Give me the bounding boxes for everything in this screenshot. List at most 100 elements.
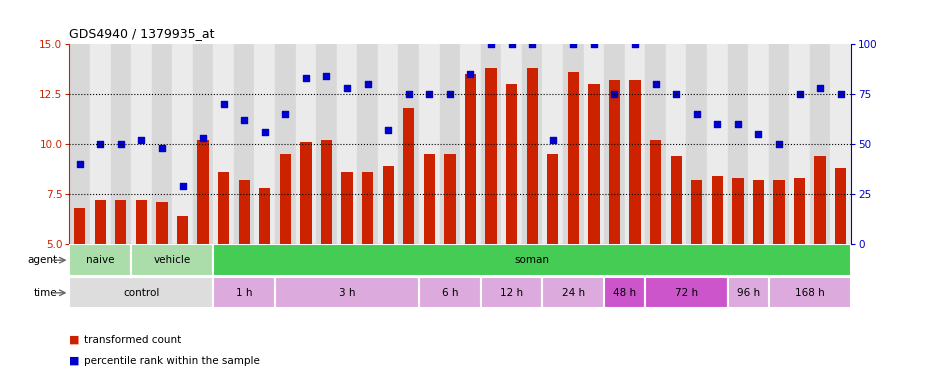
Bar <box>526 68 537 244</box>
Bar <box>399 44 419 244</box>
Bar <box>275 277 419 308</box>
Bar <box>810 44 831 244</box>
Bar <box>522 44 542 244</box>
Point <box>607 91 622 97</box>
Bar <box>460 44 481 244</box>
Bar <box>296 44 316 244</box>
Point <box>154 145 169 151</box>
Bar <box>501 44 522 244</box>
Bar <box>177 216 188 244</box>
Text: 24 h: 24 h <box>561 288 585 298</box>
Bar <box>650 140 661 244</box>
Bar <box>234 44 254 244</box>
Bar <box>197 140 209 244</box>
Bar <box>568 72 579 244</box>
Point <box>771 141 786 147</box>
Bar <box>563 44 584 244</box>
Point <box>833 91 848 97</box>
Bar <box>74 208 85 244</box>
Bar <box>259 188 270 244</box>
Bar <box>172 44 192 244</box>
Point <box>709 121 724 127</box>
Bar <box>481 44 501 244</box>
Text: 6 h: 6 h <box>441 288 458 298</box>
Point <box>134 137 149 143</box>
Bar <box>131 245 214 276</box>
Bar <box>666 44 686 244</box>
Point <box>401 91 416 97</box>
Point <box>175 183 190 189</box>
Bar <box>214 277 275 308</box>
Text: GDS4940 / 1379935_at: GDS4940 / 1379935_at <box>69 27 215 40</box>
Text: control: control <box>123 288 159 298</box>
Bar <box>753 180 764 244</box>
Bar <box>69 245 131 276</box>
Bar <box>152 44 172 244</box>
Bar <box>69 277 214 308</box>
Bar <box>711 176 723 244</box>
Bar <box>609 80 620 244</box>
Point <box>669 91 684 97</box>
Text: 168 h: 168 h <box>795 288 825 298</box>
Text: 12 h: 12 h <box>500 288 524 298</box>
Bar <box>604 44 624 244</box>
Point <box>442 91 457 97</box>
Point <box>731 121 746 127</box>
Bar <box>357 44 378 244</box>
Bar <box>465 74 476 244</box>
Bar <box>707 44 728 244</box>
Bar <box>275 44 296 244</box>
Bar <box>214 44 234 244</box>
Bar <box>815 156 826 244</box>
Point <box>422 91 437 97</box>
Bar <box>773 180 784 244</box>
Bar <box>831 44 851 244</box>
Bar <box>419 277 481 308</box>
Bar <box>769 277 851 308</box>
Text: 72 h: 72 h <box>675 288 698 298</box>
Point <box>463 71 478 77</box>
Bar <box>136 200 147 244</box>
Bar <box>789 44 810 244</box>
Bar <box>691 180 702 244</box>
Bar <box>728 277 769 308</box>
Text: ■: ■ <box>69 335 80 345</box>
Text: 48 h: 48 h <box>613 288 636 298</box>
Point <box>504 41 519 47</box>
Bar <box>506 84 517 244</box>
Bar <box>378 44 399 244</box>
Point <box>813 85 828 91</box>
Bar <box>131 44 152 244</box>
Point <box>689 111 704 117</box>
Bar <box>218 172 229 244</box>
Point <box>586 41 601 47</box>
Point <box>648 81 663 87</box>
Text: ■: ■ <box>69 356 80 366</box>
Bar <box>769 44 789 244</box>
Bar <box>254 44 275 244</box>
Bar <box>316 44 337 244</box>
Bar <box>629 80 641 244</box>
Bar <box>733 178 744 244</box>
Text: transformed count: transformed count <box>84 335 181 345</box>
Text: soman: soman <box>514 255 549 265</box>
Bar <box>835 168 846 244</box>
Point <box>257 129 272 135</box>
Bar <box>69 44 90 244</box>
Point <box>792 91 807 97</box>
Point <box>278 111 292 117</box>
Bar <box>542 44 563 244</box>
Bar <box>239 180 250 244</box>
Text: naive: naive <box>86 255 115 265</box>
Text: agent: agent <box>28 255 57 265</box>
Text: time: time <box>34 288 57 298</box>
Bar <box>542 277 604 308</box>
Bar <box>686 44 707 244</box>
Bar <box>444 154 455 244</box>
Point <box>339 85 354 91</box>
Bar <box>547 154 559 244</box>
Text: vehicle: vehicle <box>154 255 191 265</box>
Bar <box>383 166 394 244</box>
Text: percentile rank within the sample: percentile rank within the sample <box>84 356 260 366</box>
Bar <box>403 108 414 244</box>
